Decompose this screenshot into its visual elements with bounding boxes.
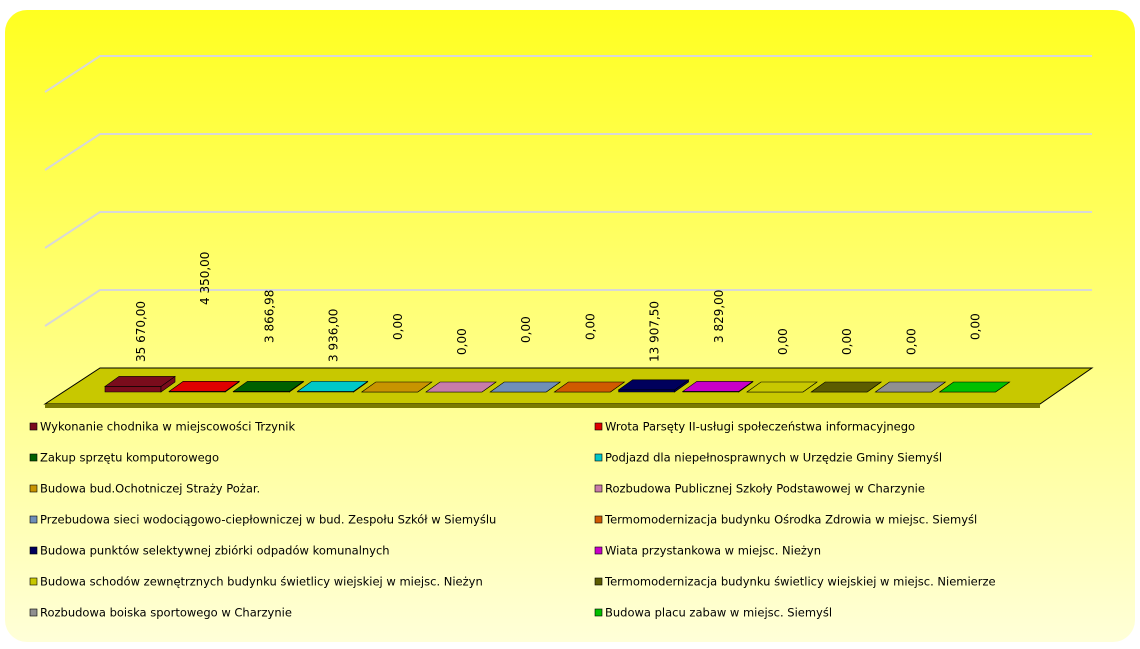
data-label: 0,00 [969, 313, 983, 340]
data-label: 0,00 [904, 328, 918, 355]
bar [681, 380, 754, 393]
bar-face [938, 381, 1011, 393]
data-label: 3 936,00 [327, 309, 341, 362]
bar-face [232, 381, 305, 392]
legend-label: Termomodernizacja budynku Ośrodka Zdrowi… [604, 513, 977, 527]
legend-label: Przebudowa sieci wodociągowo-ciepłownicz… [40, 513, 496, 527]
bar [360, 381, 433, 393]
bar [746, 381, 818, 393]
bar [617, 379, 690, 393]
data-label: 3 866,98 [262, 290, 276, 343]
bar-face [489, 381, 562, 393]
legend-swatch [29, 453, 38, 462]
legend-label: Rozbudowa boiska sportowego w Charzynie [40, 606, 292, 620]
legend-label: Budowa schodów zewnętrznych budynku świe… [40, 575, 483, 589]
legend-label: Termomodernizacja budynku świetlicy wiej… [604, 575, 996, 589]
legend-swatch [594, 546, 603, 555]
bar-face [168, 381, 241, 392]
bar [168, 380, 241, 393]
legend-swatch [29, 422, 38, 431]
grid-line [44, 133, 1092, 171]
bar [296, 380, 369, 393]
legend-swatch [29, 484, 38, 493]
bar-face [681, 381, 754, 392]
bar-face [617, 379, 690, 391]
legend-label: Budowa bud.Ochotniczej Straży Pożar. [40, 482, 260, 496]
legend-label: Podjazd dla niepełnosprawnych w Urzędzie… [605, 451, 942, 465]
bar [938, 381, 1011, 393]
legend-swatch [594, 484, 603, 493]
legend-swatch [594, 453, 603, 462]
legend-swatch [29, 577, 38, 586]
bar-face [425, 381, 497, 393]
legend-swatch [594, 577, 603, 586]
bar-face [553, 381, 626, 393]
legend-label: Wykonanie chodnika w miejscowości Trzyni… [40, 420, 295, 434]
legend-label: Rozbudowa Publicznej Szkoły Podstawowej … [605, 482, 925, 496]
data-label: 0,00 [391, 313, 405, 340]
legend-label: Wiata przystankowa w miejsc. Nieżyn [605, 544, 821, 558]
legend-label: Zakup sprzętu komputorowego [40, 451, 219, 465]
bar [553, 381, 626, 393]
bar-face [618, 389, 675, 393]
legend-swatch [594, 608, 603, 617]
bar [425, 381, 497, 393]
bar [232, 380, 305, 393]
legend-swatch [29, 608, 38, 617]
bar-face [104, 376, 176, 387]
bar-face [104, 386, 162, 393]
legend-swatch [29, 515, 38, 524]
bar-face [296, 381, 369, 392]
data-label: 3 829,00 [712, 290, 726, 343]
data-label: 0,00 [519, 316, 533, 343]
bar [874, 381, 947, 393]
legend-label: Budowa placu zabaw w miejsc. Siemyśl [605, 606, 832, 620]
legend-label: Budowa punktów selektywnej zbiórki odpad… [40, 544, 390, 558]
bar-face [746, 381, 818, 393]
data-label: 35 670,00 [134, 301, 148, 362]
bar-face [360, 381, 433, 393]
legend-swatch [594, 422, 603, 431]
data-label: 4 350,00 [198, 252, 212, 305]
data-label: 0,00 [776, 328, 790, 355]
floor-edge [45, 404, 1040, 408]
grid-line [44, 289, 1092, 327]
grid-line [44, 55, 1092, 93]
bar-face [810, 381, 883, 393]
chart-background [5, 10, 1135, 642]
bar [104, 375, 176, 393]
grid-line [44, 211, 1092, 249]
bar [489, 381, 562, 393]
bar-face [874, 381, 947, 393]
legend-label: Wrota Parsęty II-usługi społeczeństwa in… [605, 420, 915, 434]
legend-swatch [29, 546, 38, 555]
data-label: 0,00 [455, 328, 469, 355]
data-label: 0,00 [583, 313, 597, 340]
data-label: 0,00 [840, 328, 854, 355]
bar [810, 381, 883, 393]
data-label: 13 907,50 [648, 301, 662, 362]
legend-swatch [594, 515, 603, 524]
